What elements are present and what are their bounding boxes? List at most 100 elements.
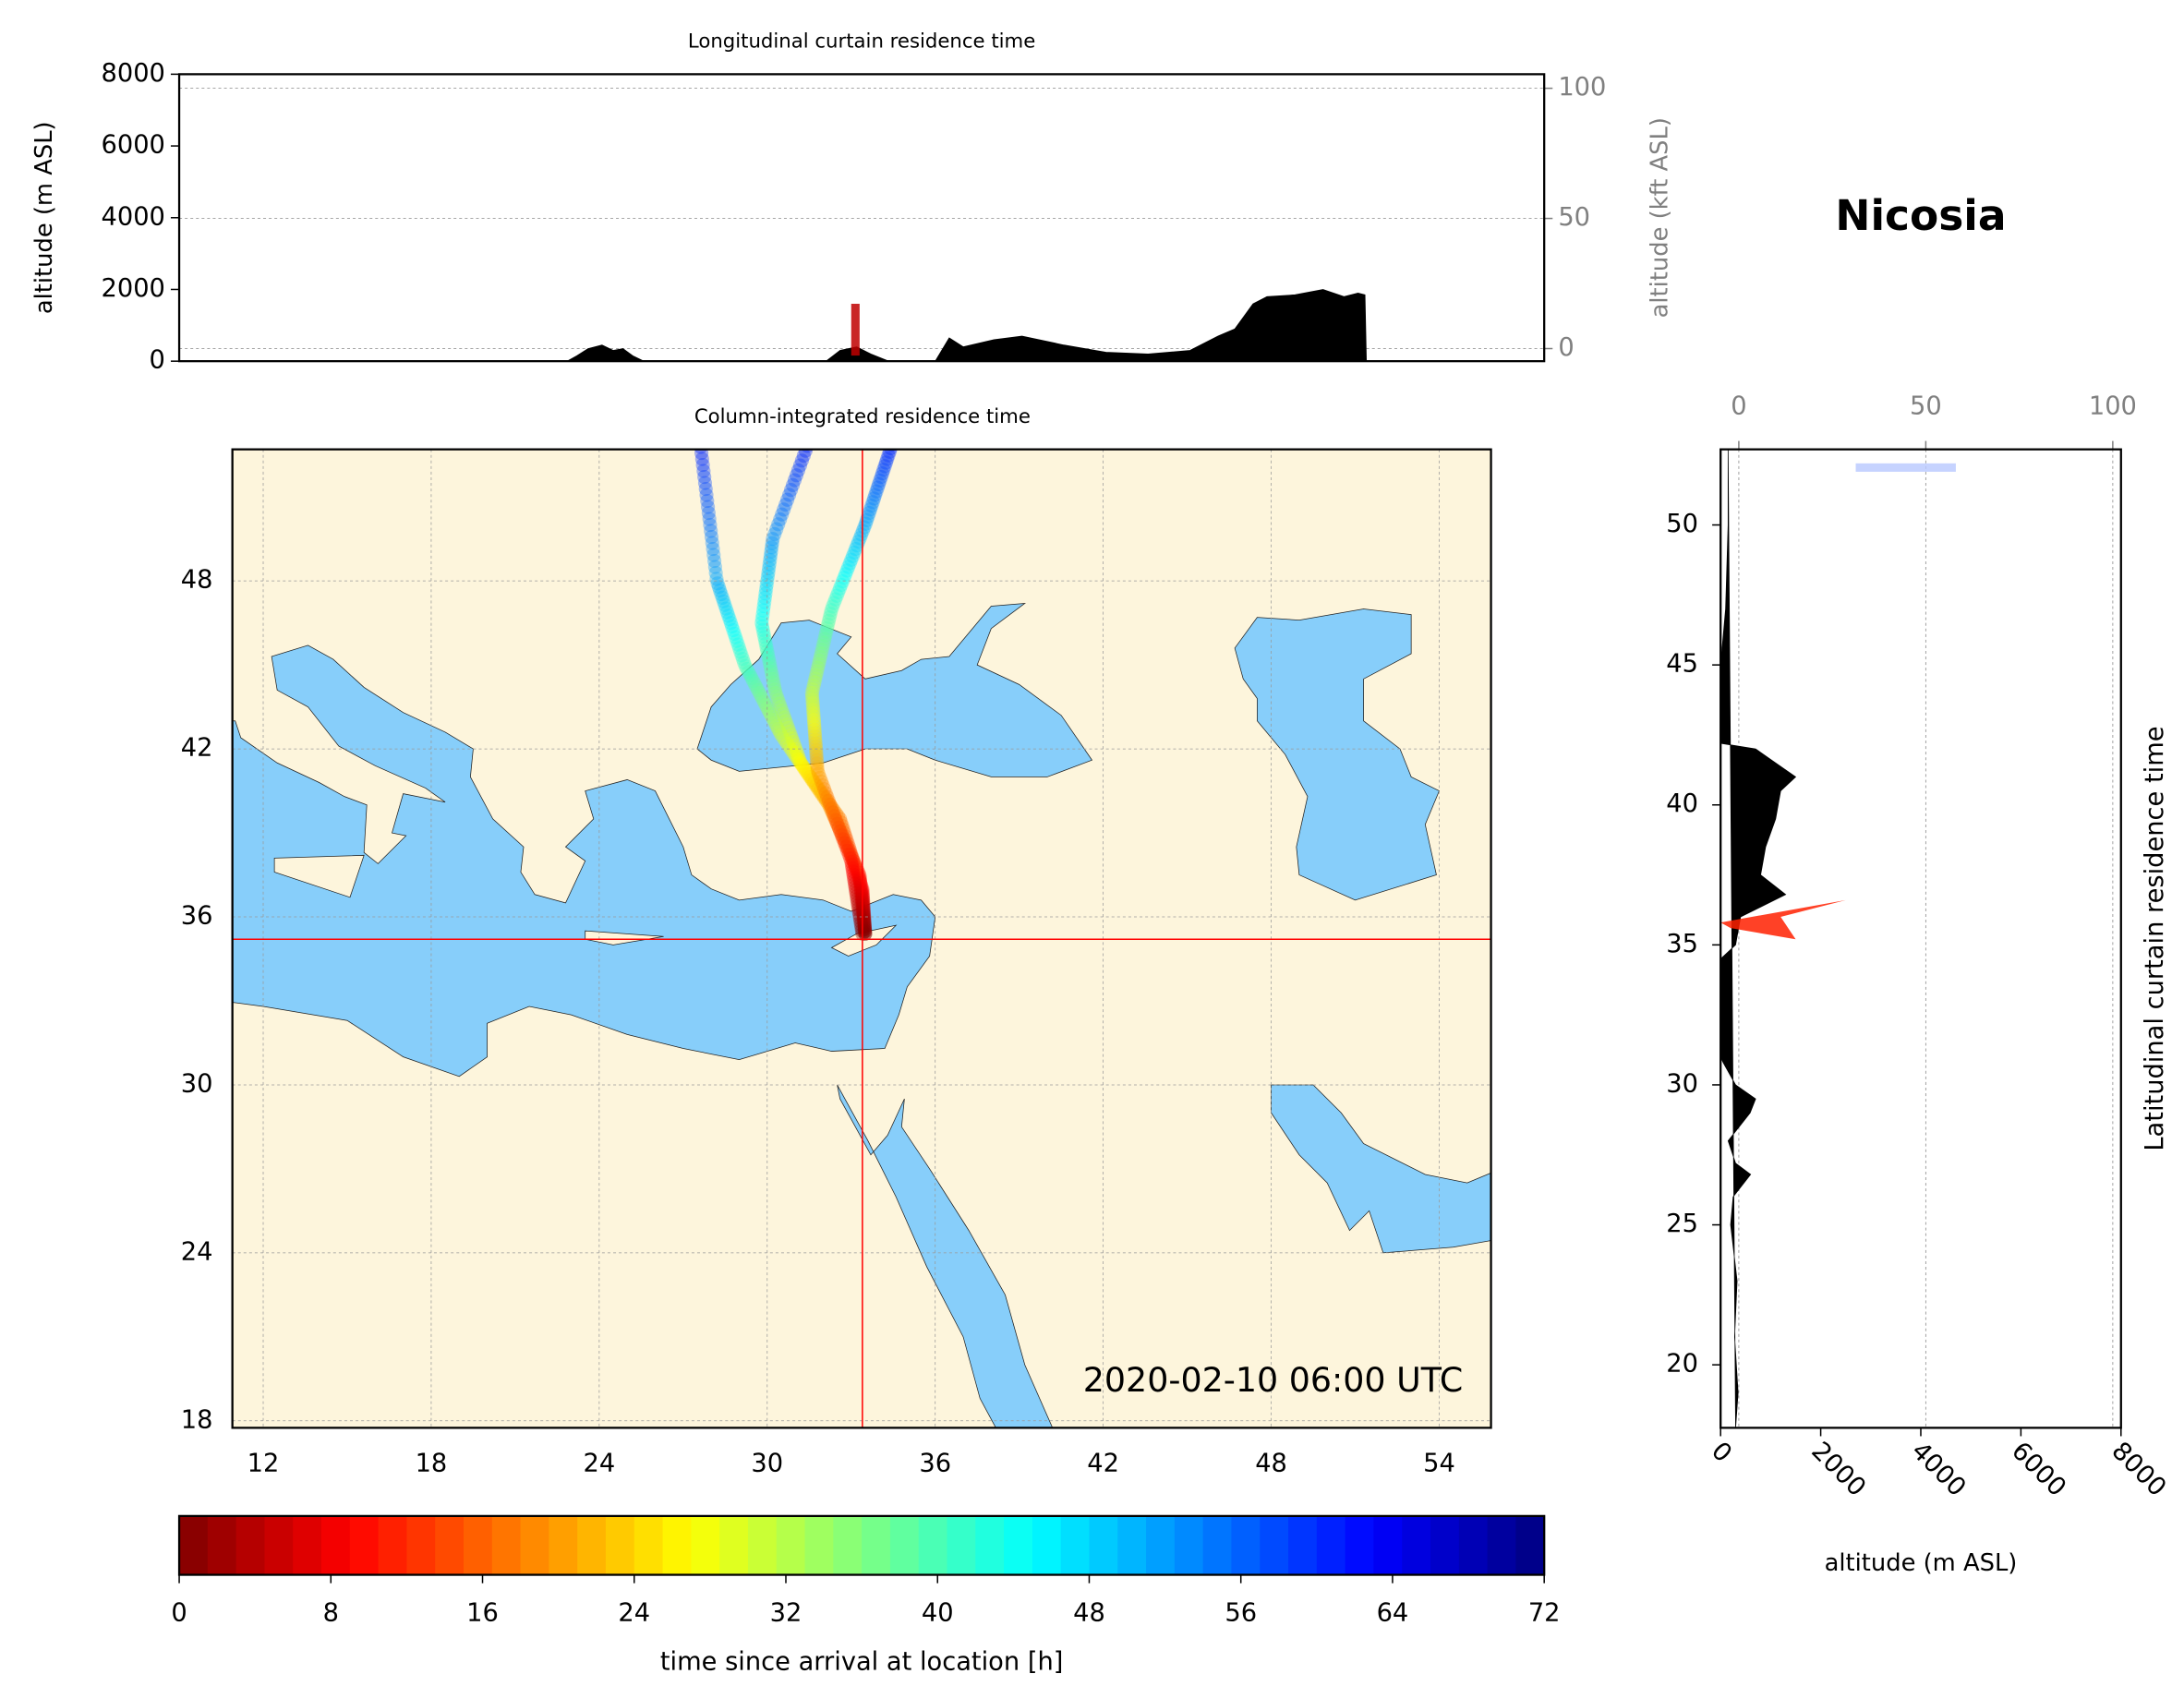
trajectory-plume (755, 603, 771, 618)
colorbar-tick-label: 56 (1225, 1599, 1257, 1628)
trajectory-plume (754, 616, 769, 631)
panel-title: Longitudinal curtain residence time (688, 30, 1035, 54)
trajectory-plume (861, 509, 875, 524)
trajectory-plume (806, 679, 821, 693)
trajectory-plume (754, 619, 770, 634)
trajectory-plume (808, 732, 823, 747)
trajectory-plume (857, 520, 872, 535)
trajectory-plume (848, 879, 863, 895)
trajectory-plume (784, 742, 799, 757)
colorbar-band (1260, 1515, 1289, 1575)
trajectory-plume (792, 754, 807, 769)
trajectory-plume (825, 599, 840, 614)
trajectory-plume (772, 696, 787, 711)
trajectory-plume (798, 449, 813, 458)
trajectory-plume (805, 695, 820, 710)
trajectory-plume (814, 787, 830, 801)
trajectory-plume (839, 839, 853, 854)
trajectory-plume (819, 624, 834, 639)
black-sea (696, 602, 1093, 777)
trajectory-plume (802, 766, 816, 781)
residence-plume (1720, 899, 1846, 940)
trajectory-plume (878, 455, 894, 470)
trajectory-plume (740, 661, 754, 677)
trajectory-plume (807, 719, 822, 734)
colorbar-band (1515, 1515, 1546, 1575)
trajectory-plume (804, 689, 820, 704)
trajectory-plume (789, 468, 804, 483)
trajectory-plume (837, 571, 851, 585)
trajectory-plume (866, 491, 882, 506)
trajectory-plume (703, 517, 718, 533)
trajectory-plume (723, 616, 738, 631)
trajectory-plume (809, 668, 824, 682)
trajectory-plume (843, 848, 858, 862)
trajectory-plume (701, 500, 716, 514)
x-tick-label: 54 (1423, 1449, 1455, 1477)
trajectory-plume (805, 692, 820, 707)
trajectory-plume (873, 473, 887, 488)
trajectory-plume (854, 920, 869, 935)
trajectory-plume (845, 548, 860, 563)
trajectory-plume (722, 612, 737, 627)
trajectory-plume (869, 484, 884, 499)
trajectory-plume (759, 578, 774, 593)
x2-tick-label: 50 (1910, 392, 1942, 421)
trajectory-plume (836, 822, 851, 837)
y-tick-label: 42 (181, 734, 213, 763)
colorbar-band (491, 1515, 522, 1575)
trajectory-plume (770, 721, 786, 737)
trajectory-plume (851, 867, 865, 883)
colorbar-band (1430, 1515, 1460, 1575)
trajectory-plume (825, 805, 839, 820)
trajectory-plume (857, 921, 872, 936)
x-tick-label: 12 (247, 1449, 280, 1477)
trajectory-plume (810, 756, 825, 771)
trajectory-plume (695, 457, 710, 473)
trajectory-plume (763, 657, 778, 672)
trajectory-plume (847, 876, 863, 891)
trajectory-plume (767, 716, 782, 730)
trajectory-plume (822, 800, 838, 814)
trajectory-plume (858, 923, 873, 939)
trajectory-plume (697, 469, 712, 485)
persian-gulf (1271, 1084, 1491, 1254)
x-tick-label: 8000 (2106, 1437, 2171, 1502)
trajectory-plume (758, 697, 773, 713)
trajectory-plume (747, 677, 762, 692)
trajectory-plume (839, 836, 853, 850)
colorbar-band (1316, 1515, 1346, 1575)
colorbar-tick-label: 64 (1377, 1599, 1409, 1628)
trajectory-plume (760, 647, 776, 662)
trajectory-plume (880, 452, 895, 466)
trajectory-plume (857, 913, 872, 929)
trajectory-plume (846, 867, 861, 882)
y2-axis-label: altitude (kft ASL) (1647, 117, 1674, 318)
trajectory-plume (804, 685, 819, 701)
trajectory-plume (806, 703, 821, 717)
trajectory-plume (833, 824, 848, 838)
trajectory-plume (830, 816, 845, 831)
trajectory-plume (713, 583, 728, 598)
caspian-sea (1234, 608, 1440, 901)
colorbar-band (719, 1515, 749, 1575)
cyprus (830, 924, 898, 957)
trajectory-plume (842, 845, 857, 860)
trajectory-plume (834, 828, 849, 843)
sicily (273, 854, 365, 898)
trajectory-plume (763, 706, 778, 721)
trajectory-plume (780, 492, 795, 507)
trajectory-plume (789, 741, 803, 756)
trajectory-plume (881, 449, 896, 463)
trajectory-plume (728, 630, 743, 644)
trajectory-plume (823, 607, 838, 621)
trajectory-plume (852, 910, 867, 925)
trajectory-plume (836, 829, 851, 844)
trajectory-plume (819, 792, 834, 807)
trajectory-plume (719, 605, 735, 620)
colorbar-band (207, 1515, 237, 1575)
timestamp: 2020-02-10 06:00 UTC (1083, 1360, 1463, 1400)
trajectory-plume (778, 733, 792, 749)
trajectory-plume (820, 789, 835, 804)
trajectory-plume (757, 595, 772, 609)
